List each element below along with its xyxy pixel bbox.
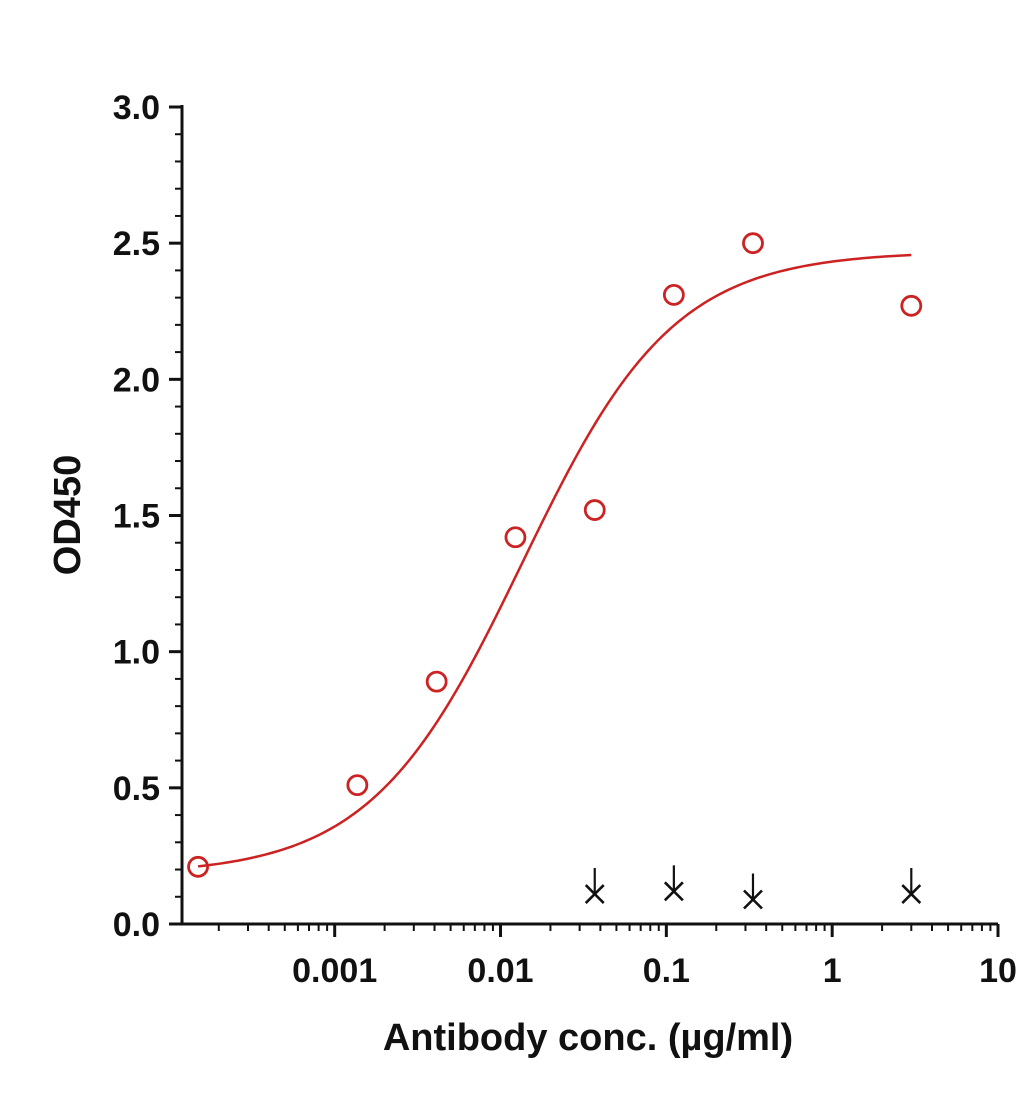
data-point-circle	[662, 284, 685, 306]
y-tick-label: 0.5	[113, 770, 160, 808]
axes: 0.0 0.5 1.0 1.5 2.0 2.5 3.0 0.001 0.01 0.1 1 10	[113, 89, 1017, 990]
x-tick-label: 0.001	[292, 952, 377, 990]
y-tick-label: 3.0	[113, 89, 160, 127]
x-axis-title: Antibody conc. (µg/ml)	[383, 1017, 793, 1059]
data-point-circle	[900, 294, 923, 317]
y-axis-title: OD450	[47, 455, 89, 575]
data-point-circle	[346, 774, 369, 797]
fit-curve	[197, 253, 912, 868]
x-tick-label: 10	[979, 952, 1017, 990]
y-tick-label: 1.5	[113, 498, 160, 536]
data-point-x	[584, 868, 605, 904]
y-tick-label: 2.5	[113, 225, 160, 263]
data-point-circle	[187, 855, 209, 878]
x-tick-label: 1	[823, 952, 842, 990]
x-tick-label: 0.01	[467, 952, 533, 990]
fit-curve-layer	[197, 253, 912, 868]
y-tick-label: 0.0	[113, 906, 160, 944]
data-point-x	[743, 873, 763, 910]
data-point-x	[663, 865, 684, 902]
y-tick-label: 2.0	[113, 361, 160, 399]
data-point-x	[901, 868, 922, 904]
y-tick-label: 1.0	[113, 634, 160, 672]
data-point-circle	[742, 232, 764, 255]
x-tick-label: 0.1	[643, 952, 690, 990]
data-point-circle	[425, 670, 448, 693]
data-marks-layer	[187, 232, 923, 910]
data-point-circle	[583, 499, 606, 521]
data-point-circle	[504, 526, 527, 549]
